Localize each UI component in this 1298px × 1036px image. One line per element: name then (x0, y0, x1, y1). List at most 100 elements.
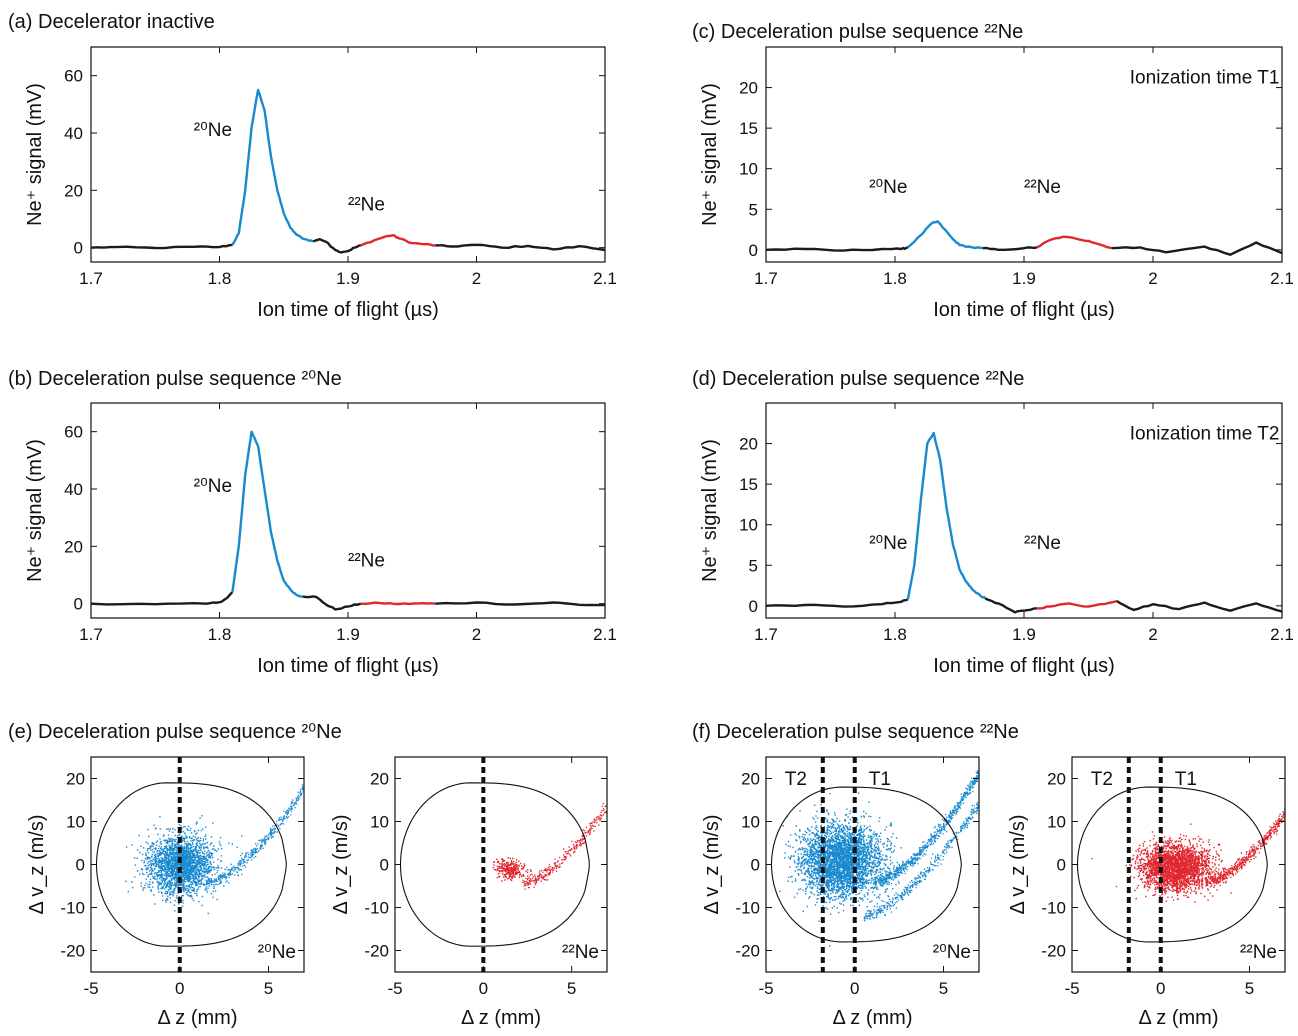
y-tick-label: 0 (751, 856, 760, 875)
separatrix-curve (399, 782, 590, 947)
series-line-1 (231, 430, 304, 598)
y-tick-label: -20 (735, 942, 760, 961)
x-axis-label: Δ z (mm) (157, 1007, 237, 1029)
x-tick-label: 2.1 (593, 269, 617, 288)
x-tick-label: 5 (567, 979, 576, 998)
series-line-2 (982, 246, 1038, 252)
annotation-label: Ionization time T2 (1130, 424, 1280, 445)
y-tick-label: 40 (64, 480, 83, 499)
ionization-label: T2 (785, 769, 807, 790)
y-tick-label: 0 (749, 241, 758, 260)
y-tick-label: 20 (64, 537, 83, 556)
y-tick-label: -10 (1041, 899, 1066, 918)
panel-caption: (e) Deceleration pulse sequence ²⁰Ne (8, 721, 342, 743)
series-line-0 (765, 246, 909, 252)
x-tick-label: 2 (472, 269, 481, 288)
scatter-points (779, 770, 979, 947)
series-line-3 (1036, 599, 1118, 610)
panel-c: Ionization time T1 ²⁰Ne ²²Ne (765, 46, 1283, 263)
plot-frame (90, 46, 606, 263)
x-tick-label: 5 (939, 979, 948, 998)
y-tick-label: 0 (74, 595, 83, 614)
series-line-1 (906, 431, 987, 600)
series-line-1 (907, 220, 983, 250)
y-tick-label: 10 (1047, 813, 1066, 832)
series-line-0 (765, 598, 909, 608)
panel-caption: (f) Deceleration pulse sequence ²²Ne (692, 721, 1019, 743)
series-line-3 (360, 601, 436, 606)
y-axis-label: Δ v_z (m/s) (1007, 814, 1029, 914)
species-label: ²⁰Ne (933, 942, 971, 963)
x-tick-label: 0 (1156, 979, 1165, 998)
x-axis-label: Ion time of flight (µs) (257, 655, 439, 677)
x-axis-label: Ion time of flight (µs) (933, 299, 1115, 321)
y-tick-label: -20 (1041, 942, 1066, 961)
series-line-2 (312, 237, 361, 254)
y-tick-label: -10 (735, 899, 760, 918)
annotation-label: ²⁰Ne (194, 120, 232, 141)
panel-caption: (a) Decelerator inactive (8, 11, 215, 33)
y-tick-label: -10 (364, 899, 389, 918)
y-tick-label: 15 (739, 475, 758, 494)
panel-a: ²⁰Ne ²²Ne (90, 46, 606, 263)
x-tick-label: -5 (83, 979, 98, 998)
y-tick-label: 0 (76, 856, 85, 875)
panel-caption: (b) Deceleration pulse sequence ²⁰Ne (8, 368, 342, 390)
annotation-label: ²⁰Ne (194, 476, 232, 497)
y-tick-label: -20 (60, 942, 85, 961)
x-axis-label: Δ z (mm) (832, 1007, 912, 1029)
scatter-points (492, 803, 607, 890)
x-axis-label: Δ z (mm) (1138, 1007, 1218, 1029)
y-axis-label: Ne⁺ signal (mV) (24, 83, 46, 226)
species-label: ²⁰Ne (258, 942, 296, 963)
ionization-label: T1 (1175, 769, 1197, 790)
series-line-3 (1036, 235, 1112, 250)
annotation-label: ²²Ne (348, 194, 385, 215)
series-line-3 (360, 234, 436, 247)
x-tick-label: 2.1 (1270, 269, 1294, 288)
annotation-label: ²²Ne (1024, 533, 1061, 554)
x-tick-label: 1.8 (883, 269, 907, 288)
x-tick-label: 5 (1245, 979, 1254, 998)
subplot-e-1: -5 0 5 -20 -10 0 10 20 Δ z (mm) Δ v_z (m/s) ²²Ne (330, 756, 608, 1029)
y-tick-label: 60 (64, 423, 83, 442)
scatter-area (770, 770, 979, 947)
y-tick-label: 0 (74, 239, 83, 258)
x-tick-label: -5 (758, 979, 773, 998)
x-tick-label: 2.1 (1270, 625, 1294, 644)
series-line-0 (90, 591, 234, 606)
y-tick-label: 0 (749, 597, 758, 616)
x-tick-label: 0 (479, 979, 488, 998)
x-tick-label: 1.8 (883, 625, 907, 644)
y-tick-label: 5 (749, 200, 758, 219)
y-axis-label: Δ v_z (m/s) (26, 814, 48, 914)
x-tick-label: 2 (1148, 625, 1157, 644)
y-tick-label: 40 (64, 124, 83, 143)
plot-frame (90, 402, 606, 619)
x-tick-label: 1.7 (79, 625, 103, 644)
y-tick-label: 10 (370, 813, 389, 832)
y-tick-label: 0 (1057, 856, 1066, 875)
y-tick-label: -10 (60, 899, 85, 918)
annotation-label: ²⁰Ne (869, 533, 907, 554)
y-axis-label: Ne⁺ signal (mV) (699, 83, 721, 226)
y-tick-label: 20 (66, 770, 85, 789)
series-line-2 (984, 597, 1038, 614)
x-tick-label: 1.9 (336, 625, 360, 644)
annotation-label: Ionization time T1 (1130, 68, 1280, 89)
x-tick-label: 1.7 (754, 625, 778, 644)
x-tick-label: -5 (1064, 979, 1079, 998)
y-tick-label: 20 (739, 435, 758, 454)
annotation-label: ²⁰Ne (869, 177, 907, 198)
scatter-area (95, 782, 304, 947)
y-axis-label: Ne⁺ signal (mV) (699, 439, 721, 582)
y-tick-label: 20 (739, 79, 758, 98)
series-line-4 (1116, 599, 1283, 613)
y-tick-label: 60 (64, 67, 83, 86)
x-tick-label: 1.7 (79, 269, 103, 288)
ionization-label: T1 (869, 769, 891, 790)
y-tick-label: 20 (1047, 770, 1066, 789)
y-tick-label: 5 (749, 556, 758, 575)
y-axis-label: Ne⁺ signal (mV) (24, 439, 46, 582)
scatter-area (399, 782, 607, 947)
